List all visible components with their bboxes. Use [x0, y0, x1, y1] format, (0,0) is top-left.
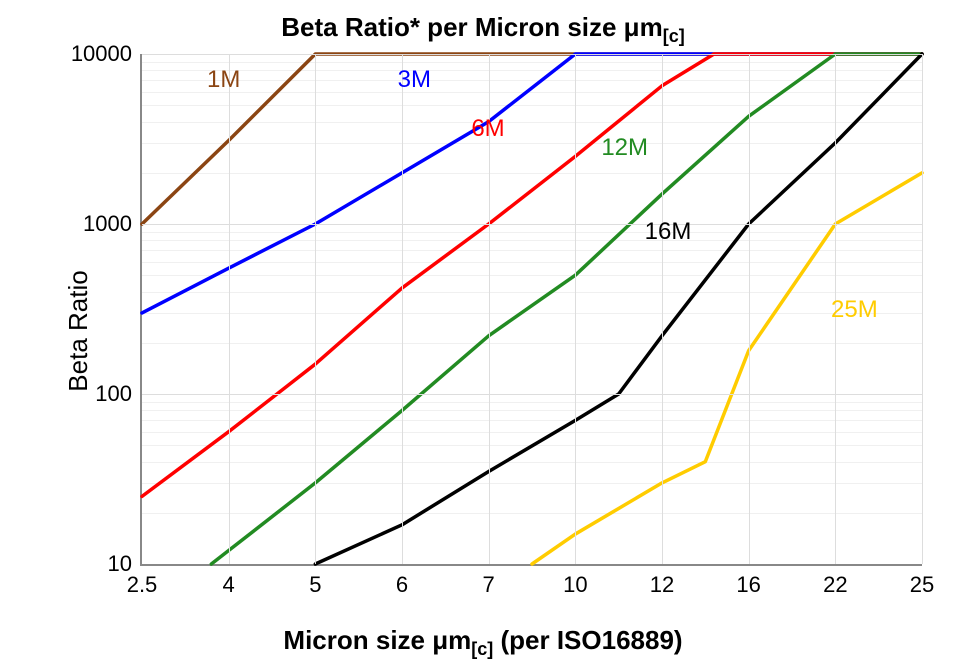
chart-container: Beta Ratio* per Micron size μm[c] Beta R…: [0, 0, 966, 662]
series-line-3M: [142, 54, 922, 313]
series-label-3M: 3M: [398, 66, 431, 94]
series-label-25M: 25M: [831, 296, 878, 324]
series-label-6M: 6M: [471, 115, 504, 143]
gridline-vertical: [402, 54, 403, 564]
chart-title: Beta Ratio* per Micron size μm[c]: [0, 12, 966, 47]
gridline-vertical: [662, 54, 663, 564]
series-line-12M: [211, 54, 922, 564]
gridline-vertical: [922, 54, 923, 564]
x-tick-label: 25: [910, 572, 934, 598]
x-tick-label: 12: [650, 572, 674, 598]
gridline-vertical: [229, 54, 230, 564]
chart-lines-svg: [142, 54, 922, 564]
gridline-vertical: [749, 54, 750, 564]
x-tick-label: 5: [309, 572, 321, 598]
series-line-1M: [142, 54, 922, 224]
x-tick-label: 16: [736, 572, 760, 598]
y-tick-label: 100: [95, 381, 132, 407]
x-axis-label: Micron size μm[c] (per ISO16889): [0, 625, 966, 660]
gridline-vertical: [575, 54, 576, 564]
y-tick-label: 10000: [71, 41, 132, 67]
plot-area: 2.545671012162225101001000100001M3M6M12M…: [140, 54, 922, 566]
x-tick-label: 7: [483, 572, 495, 598]
y-tick-label: 1000: [83, 211, 132, 237]
x-tick-label: 6: [396, 572, 408, 598]
y-tick-label: 10: [108, 551, 132, 577]
series-label-16M: 16M: [645, 218, 692, 246]
gridline-horizontal: [142, 224, 922, 225]
x-tick-label: 22: [823, 572, 847, 598]
series-label-12M: 12M: [601, 134, 648, 162]
gridline-vertical: [315, 54, 316, 564]
gridline-horizontal: [142, 394, 922, 395]
series-line-6M: [142, 54, 922, 496]
gridline-horizontal: [142, 54, 922, 55]
series-label-1M: 1M: [207, 66, 240, 94]
y-axis-label: Beta Ratio: [63, 270, 94, 391]
x-tick-label: 4: [223, 572, 235, 598]
x-tick-label: 10: [563, 572, 587, 598]
series-line-25M: [532, 173, 922, 564]
